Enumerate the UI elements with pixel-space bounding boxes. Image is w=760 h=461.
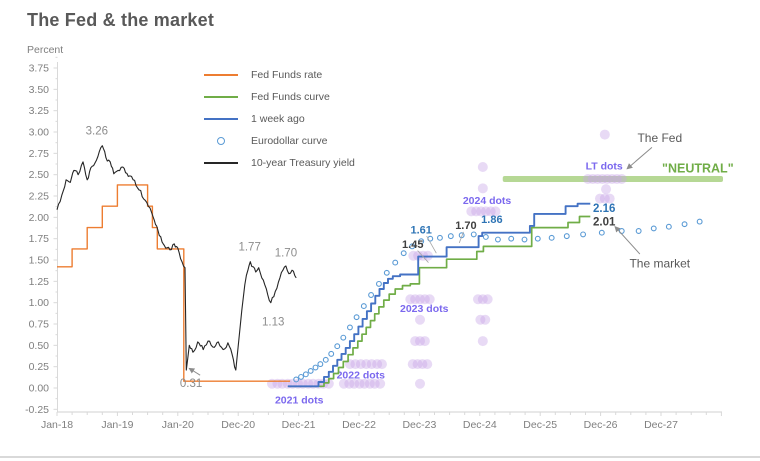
y-tick-label: 3.25 — [29, 105, 50, 117]
y-tick-label: 3.00 — [29, 127, 50, 139]
annotation-the-fed: The Fed — [637, 131, 682, 145]
fomc-dots-lt-dots: LT dots — [582, 129, 627, 204]
y-tick-label: 2.50 — [29, 169, 50, 181]
fomc-dots-label: 2024 dots — [463, 195, 512, 207]
y-tick-label: 1.00 — [29, 297, 50, 309]
annotation-0-31: 0.31 — [180, 378, 202, 390]
legend-item-fed-funds-curve: Fed Funds curve — [203, 86, 355, 108]
series-eurodollar-curve — [293, 218, 703, 383]
x-tick-label: Jan-18 — [41, 419, 73, 431]
line-swatch-icon — [203, 96, 239, 98]
y-tick-label: 0.25 — [29, 361, 50, 373]
legend-label: Fed Funds curve — [251, 91, 330, 103]
line-swatch-icon — [203, 162, 239, 164]
x-tick-label: Dec-27 — [644, 419, 678, 431]
fomc-dots-2024-dots: 2024 dots — [463, 161, 512, 347]
annotation-arrow — [626, 146, 653, 170]
annotation-leader — [426, 235, 437, 254]
page-bottom-divider — [0, 456, 760, 458]
legend-item-eurodollar-curve: Eurodollar curve — [203, 130, 355, 152]
line-swatch-icon — [203, 118, 239, 120]
annotation-the-market: The market — [629, 256, 690, 270]
fomc-dots-2023-dots: 2023 dots — [400, 250, 449, 389]
fomc-dots-label: 2022 dots — [337, 370, 386, 382]
chart-title: The Fed & the market — [27, 10, 215, 30]
legend-item-fed-funds-rate: Fed Funds rate — [203, 64, 355, 86]
x-axis: Jan-18 Jan-19 Jan-20 Dec-20 Dec-21 Dec-22 Dec-… — [41, 411, 722, 431]
y-tick-label: 2.75 — [29, 148, 50, 160]
annotation-leader — [458, 231, 464, 244]
series-10-year-treasury-yield — [56, 145, 297, 371]
x-tick-label: Dec-26 — [584, 419, 618, 431]
legend-item-1-week-ago: 1 week ago — [203, 108, 355, 130]
y-tick-label: -0.25 — [25, 404, 49, 416]
y-axis: -0.25 0.00 0.25 0.50 0.75 1.00 1.25 1.50 1.75 2.0… — [25, 56, 58, 416]
annotation-1-61: 1.61 — [411, 224, 432, 236]
x-tick-label: Dec-25 — [523, 419, 557, 431]
annotation-3-26: 3.26 — [86, 125, 108, 137]
x-tick-label: Dec-20 — [221, 419, 255, 431]
legend-label: Fed Funds rate — [251, 69, 323, 81]
annotation-1-45: 1.45 — [402, 239, 423, 251]
x-tick-label: Jan-19 — [101, 419, 133, 431]
y-tick-label: 0.50 — [29, 340, 50, 352]
annotation-1-77: 1.77 — [238, 241, 260, 253]
fomc-dots-label: 2023 dots — [400, 303, 449, 315]
fomc-dots-2022-dots: 2022 dots — [337, 359, 387, 389]
x-tick-label: Dec-24 — [463, 419, 497, 431]
annotation-1-13: 1.13 — [262, 316, 284, 328]
annotations: 3.26 0.31 1.77 1.70 1.13 1.45 1.61 1.70 1.86 2.16… — [86, 125, 734, 390]
annotation-1-70: 1.70 — [275, 247, 297, 259]
x-tick-label: Dec-22 — [342, 419, 376, 431]
y-tick-label: 3.75 — [29, 63, 50, 75]
x-tick-label: Dec-21 — [282, 419, 316, 431]
line-swatch-icon — [203, 74, 239, 76]
series-1-week-ago — [287, 202, 591, 388]
annotation-leader — [417, 250, 429, 263]
y-axis-title: Percent — [27, 44, 64, 56]
annotation-1-86: 1.86 — [481, 214, 502, 226]
y-tick-label: 1.50 — [29, 255, 50, 267]
fomc-dots-label: LT dots — [586, 161, 623, 173]
annotation-arrow — [188, 367, 201, 376]
annotation-arrow — [614, 225, 641, 255]
annotation-2-16: 2.16 — [593, 203, 615, 215]
x-tick-label: Jan-20 — [162, 419, 194, 431]
y-tick-label: 2.00 — [29, 212, 50, 224]
legend-label: 1 week ago — [251, 113, 305, 125]
annotation-2-01: 2.01 — [593, 217, 616, 229]
annotation-1-70: 1.70 — [455, 220, 476, 232]
legend-label: 10-year Treasury yield — [251, 157, 355, 169]
y-tick-label: 0.75 — [29, 319, 50, 331]
y-tick-label: 1.25 — [29, 276, 50, 288]
series-fed-funds-rate — [57, 184, 291, 382]
y-tick-label: 1.75 — [29, 233, 50, 245]
circle-swatch-icon — [203, 137, 239, 145]
x-tick-label: Dec-23 — [402, 419, 436, 431]
y-tick-label: 2.25 — [29, 191, 50, 203]
y-tick-label: 0.00 — [29, 383, 50, 395]
fomc-dots-label: 2021 dots — [275, 394, 324, 406]
series-fed-funds-curve — [289, 215, 591, 388]
legend-item-10-year-treasury-yield: 10-year Treasury yield — [203, 152, 355, 174]
legend-label: Eurodollar curve — [251, 135, 328, 147]
neutral-band — [502, 175, 723, 182]
y-tick-label: 3.50 — [29, 84, 50, 96]
annotation--neutral-: "NEUTRAL" — [662, 162, 734, 176]
legend: Fed Funds rate Fed Funds curve 1 week ag… — [203, 64, 355, 174]
